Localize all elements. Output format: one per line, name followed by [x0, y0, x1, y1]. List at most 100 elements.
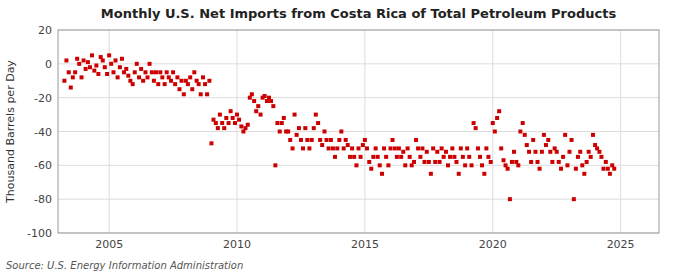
point	[367, 160, 371, 164]
point	[565, 163, 569, 167]
y-tick-label: -20	[34, 92, 52, 105]
point	[599, 155, 603, 159]
point	[555, 150, 559, 154]
point	[597, 150, 601, 154]
point	[197, 82, 201, 86]
x-grid-line	[237, 30, 238, 233]
y-tick-label: 0	[45, 58, 52, 71]
y-grid-line	[58, 97, 659, 98]
y-tick-label: -100	[27, 227, 52, 240]
point	[452, 155, 456, 159]
point	[454, 160, 458, 164]
point	[587, 150, 591, 154]
point	[342, 146, 346, 150]
point	[527, 150, 531, 154]
point	[192, 70, 196, 74]
point	[320, 143, 324, 147]
point	[484, 146, 488, 150]
point	[444, 150, 448, 154]
point	[71, 75, 75, 79]
point	[118, 65, 122, 69]
point	[476, 146, 480, 150]
point	[572, 197, 576, 201]
point	[88, 65, 92, 69]
point	[160, 75, 164, 79]
point	[275, 121, 279, 125]
point	[348, 155, 352, 159]
plot-frame	[58, 30, 659, 233]
point	[322, 130, 326, 134]
point	[570, 138, 574, 142]
point	[388, 146, 392, 150]
point	[216, 126, 220, 130]
point	[231, 116, 235, 120]
x-tick-label: 2025	[607, 238, 635, 251]
point	[103, 65, 107, 69]
point	[186, 82, 190, 86]
point	[96, 72, 100, 76]
point	[169, 79, 173, 83]
point	[80, 75, 84, 79]
point	[429, 172, 433, 176]
x-tick-label: 2010	[223, 238, 251, 251]
point	[391, 138, 395, 142]
point	[214, 121, 218, 125]
point	[397, 146, 401, 150]
point	[465, 146, 469, 150]
point	[312, 126, 316, 130]
point	[457, 172, 461, 176]
point	[252, 99, 256, 103]
point	[450, 146, 454, 150]
point	[77, 62, 81, 66]
point	[109, 62, 113, 66]
point	[331, 146, 335, 150]
point	[254, 109, 258, 113]
point	[578, 150, 582, 154]
point	[418, 155, 422, 159]
point	[542, 133, 546, 137]
point	[133, 70, 137, 74]
point	[114, 58, 118, 62]
point	[131, 82, 135, 86]
point	[550, 160, 554, 164]
point	[235, 113, 239, 117]
point	[310, 138, 314, 142]
point	[188, 75, 192, 79]
point	[582, 172, 586, 176]
y-grid-line	[58, 131, 659, 132]
point	[478, 155, 482, 159]
point	[120, 57, 124, 61]
point	[148, 62, 152, 66]
point	[382, 146, 386, 150]
point	[574, 167, 578, 171]
x-tick-label: 2005	[95, 238, 123, 251]
point	[427, 160, 431, 164]
point	[137, 75, 141, 79]
point	[92, 69, 96, 73]
point	[84, 67, 88, 71]
x-tick-label: 2015	[351, 238, 379, 251]
point	[64, 58, 68, 62]
point	[371, 155, 375, 159]
point	[256, 104, 260, 108]
point	[606, 167, 610, 171]
y-axis-label: Thousand Barrels per Day	[4, 60, 17, 204]
point	[224, 116, 228, 120]
point	[154, 70, 158, 74]
point	[559, 167, 563, 171]
grid	[58, 30, 659, 233]
y-tick-label: -80	[34, 193, 52, 206]
point	[278, 130, 282, 134]
point	[416, 146, 420, 150]
point	[354, 163, 358, 167]
point	[440, 146, 444, 150]
point	[150, 70, 154, 74]
point	[346, 143, 350, 147]
point	[489, 160, 493, 164]
point	[124, 67, 128, 71]
point	[173, 82, 177, 86]
point	[305, 138, 309, 142]
point	[486, 155, 490, 159]
background	[0, 0, 675, 275]
point	[420, 146, 424, 150]
